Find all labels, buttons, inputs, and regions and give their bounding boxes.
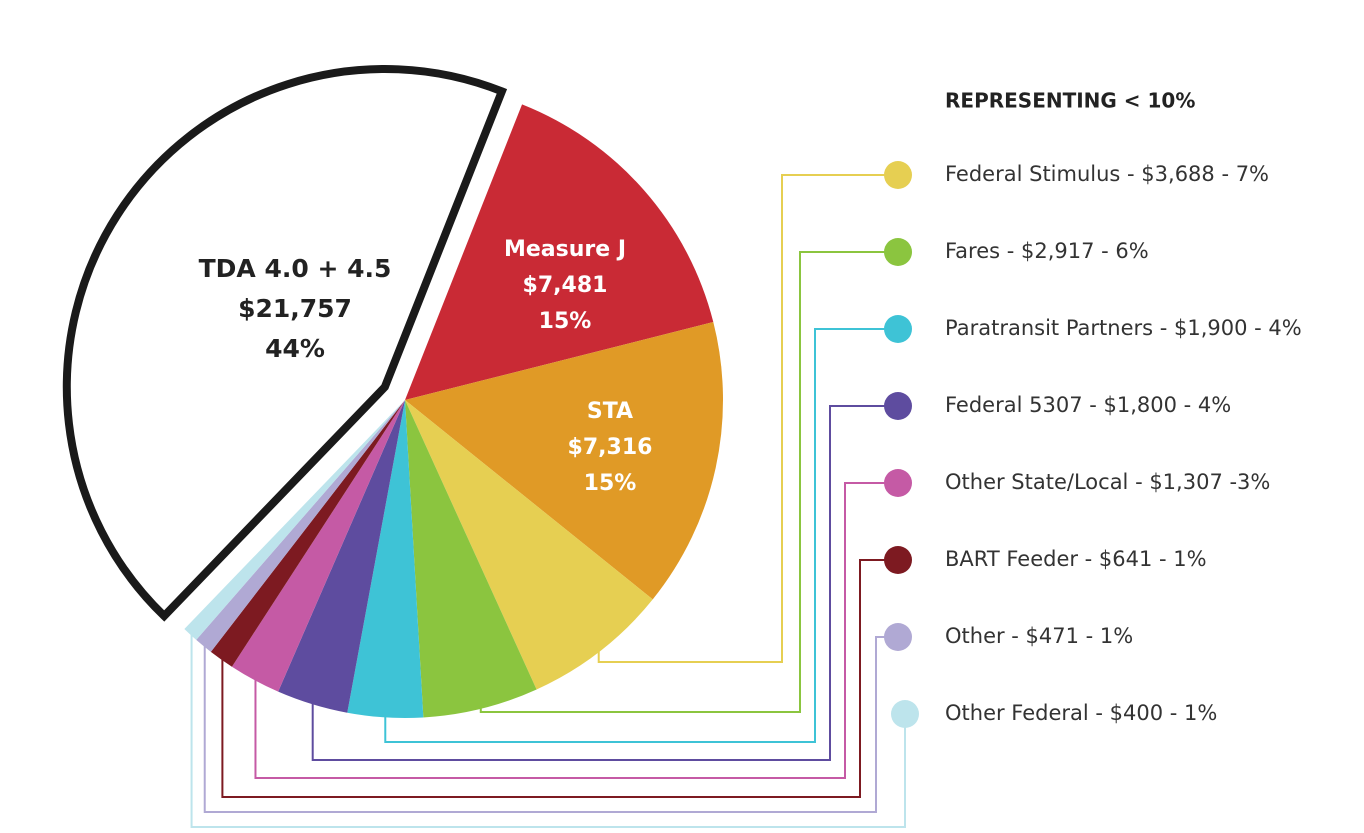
pie-slice bbox=[347, 400, 424, 718]
legend-dot bbox=[884, 392, 912, 420]
legend-label: Paratransit Partners - $1,900 - 4% bbox=[945, 316, 1302, 340]
leader-line bbox=[254, 482, 898, 779]
legend-label: Other Federal - $400 - 1% bbox=[945, 701, 1217, 725]
legend-dot bbox=[891, 700, 919, 728]
legend-label: BART Feeder - $641 - 1% bbox=[945, 547, 1207, 571]
leader-line bbox=[190, 633, 906, 828]
slice-label: TDA 4.0 + 4.5 bbox=[199, 254, 392, 283]
pie-slice bbox=[405, 322, 723, 600]
pie-slice bbox=[210, 400, 405, 667]
legend-title: REPRESENTING < 10% bbox=[945, 89, 1195, 113]
pie-slice bbox=[405, 400, 537, 718]
legend-dot bbox=[884, 623, 912, 651]
pie-slice bbox=[184, 400, 405, 640]
legend-dot bbox=[884, 315, 912, 343]
legend-dot bbox=[884, 238, 912, 266]
legend-dot bbox=[884, 546, 912, 574]
pie-slice bbox=[196, 400, 405, 652]
pie-slice bbox=[62, 65, 508, 622]
leader-line bbox=[479, 251, 898, 713]
slice-label: STA bbox=[587, 399, 633, 424]
legend-label: Federal Stimulus - $3,688 - 7% bbox=[945, 162, 1269, 186]
leader-line bbox=[203, 636, 898, 813]
slice-value: $21,757 bbox=[238, 294, 352, 323]
slice-label: Measure J bbox=[504, 237, 626, 262]
slice-value: $7,481 bbox=[523, 273, 608, 298]
legend-label: Fares - $2,917 - 6% bbox=[945, 239, 1149, 263]
legend-label: Other - $471 - 1% bbox=[945, 624, 1133, 648]
legend-label: Other State/Local - $1,307 -3% bbox=[945, 470, 1270, 494]
slice-percent: 15% bbox=[584, 471, 637, 496]
legend-dot bbox=[884, 469, 912, 497]
pie-slice bbox=[278, 400, 405, 713]
pie-slice bbox=[405, 104, 714, 400]
leader-line bbox=[384, 328, 898, 743]
legend-dot bbox=[884, 161, 912, 189]
pie-slice bbox=[405, 400, 653, 690]
pie-slice bbox=[231, 400, 405, 692]
leader-line bbox=[597, 174, 898, 663]
leader-line bbox=[221, 559, 898, 798]
leader-line bbox=[311, 405, 898, 761]
legend-label: Federal 5307 - $1,800 - 4% bbox=[945, 393, 1231, 417]
slice-percent: 15% bbox=[539, 309, 592, 334]
slice-value: $7,316 bbox=[568, 435, 653, 460]
slice-percent: 44% bbox=[265, 334, 325, 363]
